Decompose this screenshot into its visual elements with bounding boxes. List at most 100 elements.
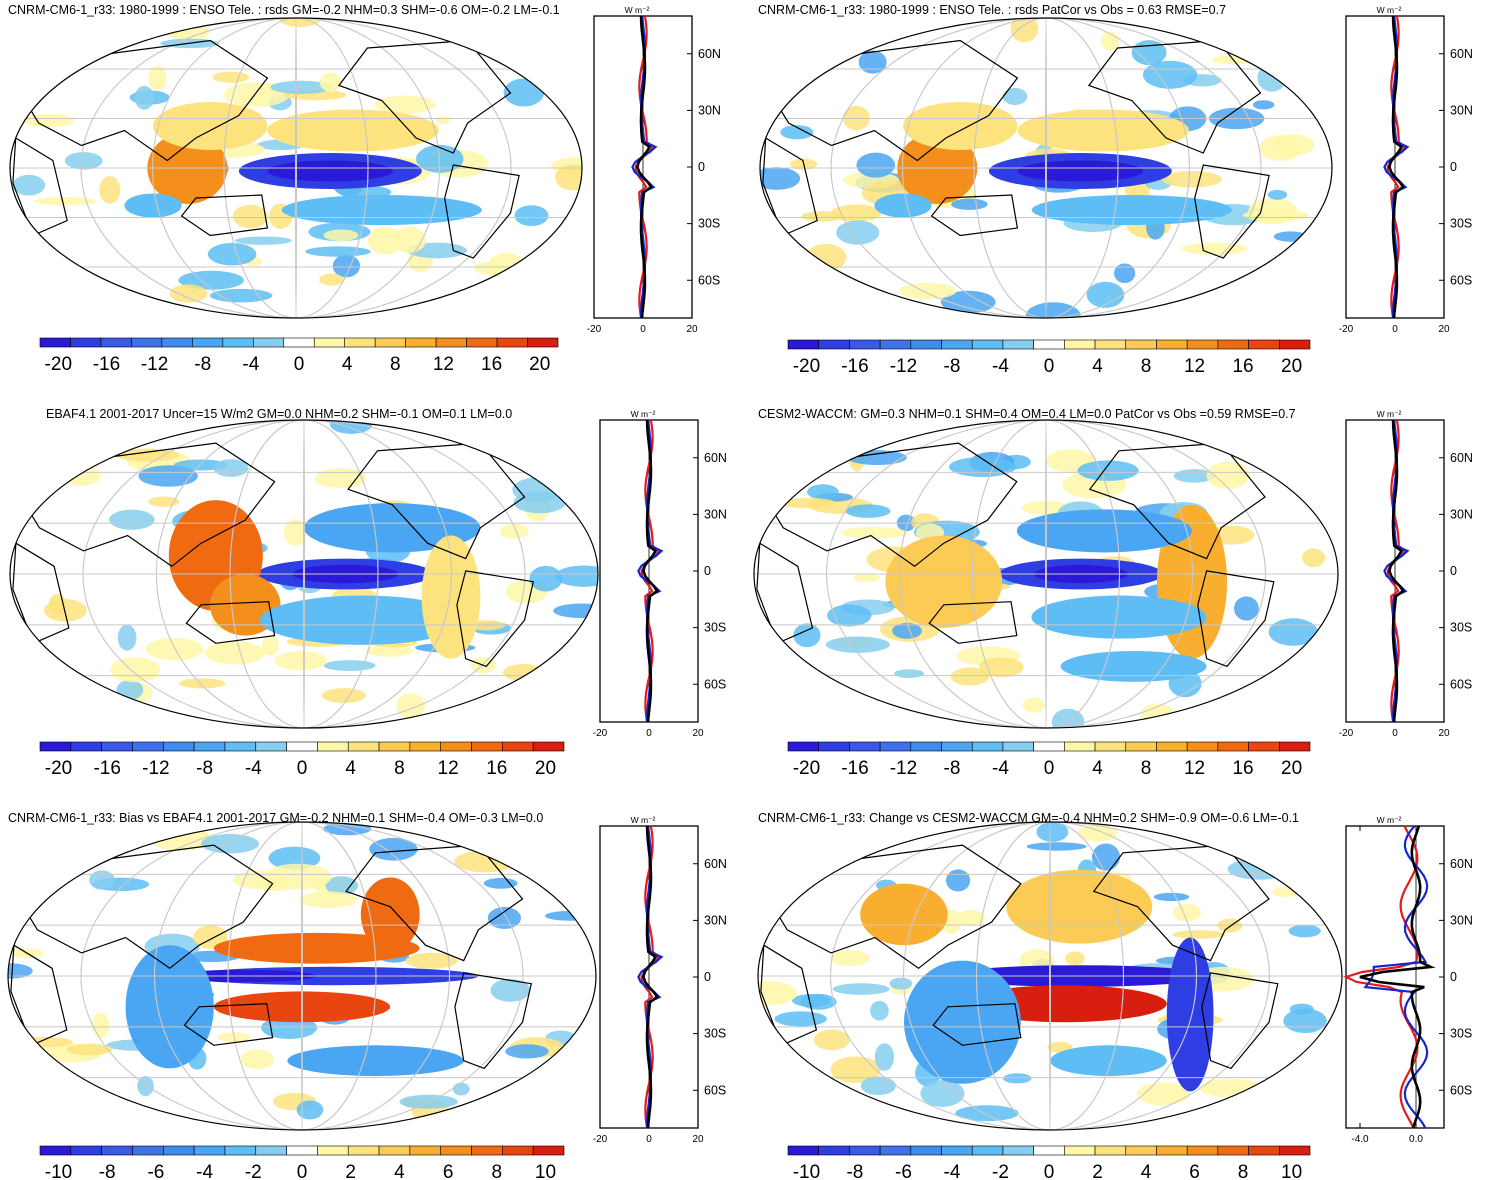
longitude-line: [295, 18, 297, 318]
colorbar-swatch: [532, 1145, 565, 1156]
anomaly-patch: [66, 1043, 113, 1056]
colorbar-label: 0: [297, 1162, 308, 1180]
colorbar-label: 16: [481, 354, 502, 375]
colorbar-label: -16: [93, 758, 120, 779]
longitude-line: [1045, 420, 1047, 728]
anomaly-patch: [1051, 708, 1085, 728]
anomaly-patch: [1252, 100, 1275, 110]
anomaly-patch: [270, 80, 332, 94]
anomaly-patch: [1021, 500, 1068, 515]
zonal-profile-line: [1342, 825, 1419, 1129]
anomaly-patch: [116, 448, 180, 462]
anomaly-patch: [296, 1100, 324, 1120]
zonal-ytick-label: 60S: [698, 273, 720, 287]
colorbar-label: -8: [944, 758, 961, 779]
colorbar-swatch: [787, 741, 820, 752]
anomaly-patch: [232, 204, 268, 229]
zonal-mean-plot: W m⁻² 60N 30N 0 30S 60S -20 0 20: [1339, 409, 1473, 739]
anomaly-patch: [860, 1076, 896, 1096]
colorbar-label: -20: [45, 354, 72, 375]
colorbar-swatch: [818, 339, 850, 350]
colorbar-swatch: [70, 741, 102, 752]
colorbar-label: 8: [394, 758, 405, 779]
colorbar-swatch: [162, 1145, 195, 1156]
zonal-mean-plot: W m⁻² 60N 30N 0 30S 60S -4.0 0.0: [1342, 815, 1473, 1145]
anomaly-patch: [760, 167, 801, 190]
zonal-ytick-label: 30S: [1450, 217, 1472, 231]
longitude-line: [973, 18, 1119, 318]
anomaly-patch: [505, 1044, 549, 1059]
anomaly-patch: [1243, 209, 1309, 222]
anomaly-patch: [827, 604, 872, 627]
colorbar-swatch: [378, 741, 411, 752]
anomaly-patch: [1025, 302, 1081, 318]
panel-6: CNRM-CM6-1_r33: Change vs CESM2-WACCM GM…: [757, 811, 1473, 1180]
coastline: [12, 542, 70, 645]
anomaly-region: [860, 883, 948, 946]
anomaly-patch: [807, 484, 839, 500]
colorbar-swatch: [1186, 1145, 1219, 1156]
colorbar-swatch: [347, 741, 380, 752]
anomaly-patch: [1288, 924, 1321, 938]
colorbar-swatch: [1156, 1145, 1188, 1156]
anomaly-patch: [554, 565, 598, 587]
anomaly-region: [1016, 509, 1192, 553]
anomaly-region: [267, 109, 440, 152]
robinson-map: [8, 822, 596, 1130]
colorbar-swatch: [910, 741, 942, 752]
zonal-xtick-label: -20: [593, 728, 608, 739]
zonal-xtick-label: 0: [1392, 728, 1398, 739]
anomaly-patch: [283, 519, 307, 546]
colorbar-label: 0: [294, 354, 305, 375]
anomaly-patch: [490, 978, 531, 1002]
zonal-ytick-label: 30S: [1450, 621, 1472, 635]
robinson-map: [758, 822, 1342, 1130]
coastline: [932, 1003, 1022, 1046]
map-border: [7, 821, 597, 1131]
panel-title: CNRM-CM6-1_r33: 1980-1999 : ENSO Tele. :…: [758, 3, 1226, 17]
colorbar-label: 0: [297, 758, 308, 779]
zonal-ytick-label: 60N: [704, 857, 727, 871]
colorbar-label: 2: [345, 1162, 356, 1180]
anomaly-patch: [91, 1012, 110, 1038]
zonal-xtick-label: 0: [646, 728, 652, 739]
anomaly-patch: [396, 693, 426, 719]
colorbar-label: -16: [841, 356, 868, 377]
colorbar-swatch: [222, 337, 254, 348]
anomaly-patch: [193, 925, 228, 949]
units-label: W m⁻²: [1377, 5, 1402, 15]
coastline: [758, 442, 1018, 568]
coastline: [14, 39, 269, 162]
anomaly-region: [1060, 651, 1207, 682]
colorbar-swatch: [910, 339, 942, 350]
coastline: [1088, 442, 1266, 560]
anomaly-patch: [235, 236, 292, 245]
panel-4: CESM2-WACCM: GM=0.3 NHM=0.1 SHM=0.4 OM=0…: [753, 407, 1473, 779]
panel-1: CNRM-CM6-1_r33: 1980-1999 : ENSO Tele. :…: [8, 3, 721, 375]
colorbar-swatch: [818, 741, 850, 752]
colorbar-label: 4: [1092, 356, 1103, 377]
anomaly-patch: [262, 636, 279, 656]
anomaly-region: [904, 960, 1021, 1084]
anomaly-patch: [1257, 64, 1287, 92]
anomaly-patch: [169, 284, 208, 303]
colorbar-swatch: [409, 1145, 442, 1156]
anomaly-patch: [134, 85, 155, 110]
colorbar-label: 12: [1184, 356, 1205, 377]
colorbar-label: 4: [1092, 758, 1103, 779]
colorbar-swatch: [787, 339, 820, 350]
colorbar: -20 -16 -12 -8 -4 0 4 8 12 16 20: [787, 339, 1311, 377]
map-border: [9, 419, 599, 729]
anomaly-patch: [374, 95, 437, 114]
zonal-ytick-label: 0: [1450, 970, 1457, 984]
anomaly-patch: [800, 993, 837, 1010]
zonal-xtick-label: 0: [1392, 324, 1398, 335]
colorbar-label: 4: [342, 354, 353, 375]
zonal-profile-line: [636, 15, 653, 319]
anomaly-patch: [1153, 892, 1190, 902]
colorbar-swatch: [39, 1145, 72, 1156]
zonal-profile-line: [642, 419, 659, 723]
anomaly-region: [1050, 1045, 1167, 1077]
anomaly-patch: [332, 254, 361, 278]
colorbar-label: -20: [45, 758, 72, 779]
